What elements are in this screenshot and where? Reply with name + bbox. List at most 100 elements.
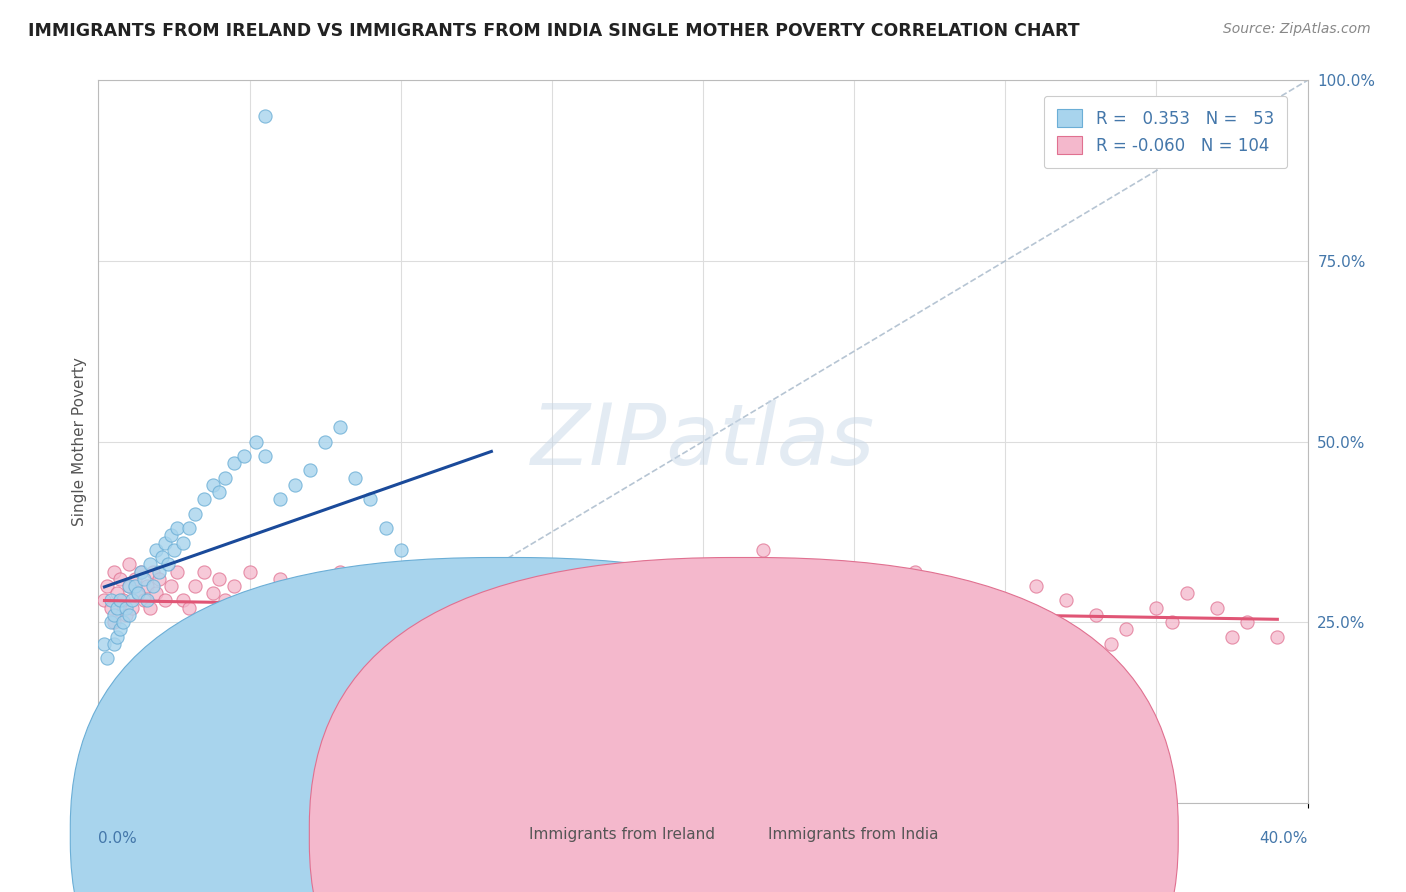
Point xyxy=(420,579,443,593)
Point xyxy=(1206,600,1229,615)
Point xyxy=(166,565,188,579)
Point xyxy=(269,572,291,586)
Point xyxy=(172,593,194,607)
Legend: R =   0.353   N =   53, R = -0.060   N = 104: R = 0.353 N = 53, R = -0.060 N = 104 xyxy=(1043,95,1286,169)
Point xyxy=(135,593,157,607)
Point xyxy=(994,600,1017,615)
Point xyxy=(224,579,246,593)
Point xyxy=(314,434,336,449)
Point xyxy=(555,623,578,637)
Point xyxy=(179,637,201,651)
Point xyxy=(118,579,141,593)
Point xyxy=(135,579,157,593)
Point xyxy=(132,572,155,586)
Point xyxy=(374,572,396,586)
Point xyxy=(129,565,152,579)
Point xyxy=(103,615,125,630)
Point xyxy=(184,507,207,521)
Point xyxy=(253,586,276,600)
Point xyxy=(481,579,503,593)
Point xyxy=(179,521,201,535)
Point xyxy=(1099,637,1122,651)
Text: ZIPatlas: ZIPatlas xyxy=(531,400,875,483)
Point xyxy=(163,542,186,557)
Point xyxy=(481,665,503,680)
Point xyxy=(150,550,173,565)
Point xyxy=(571,565,593,579)
Point xyxy=(904,565,927,579)
Point xyxy=(118,558,141,572)
Point xyxy=(374,623,396,637)
Point xyxy=(96,579,118,593)
Point xyxy=(360,492,382,507)
Point xyxy=(103,565,125,579)
Point xyxy=(193,565,215,579)
Point xyxy=(752,542,775,557)
Point xyxy=(193,492,215,507)
Point xyxy=(374,521,396,535)
Point xyxy=(965,615,987,630)
Point xyxy=(160,579,183,593)
Point xyxy=(172,535,194,549)
Point xyxy=(139,600,162,615)
Point xyxy=(1236,615,1258,630)
Point xyxy=(495,651,517,665)
Point xyxy=(344,586,367,600)
Point xyxy=(389,593,412,607)
Point xyxy=(692,579,714,593)
Point xyxy=(142,565,165,579)
Point xyxy=(299,463,322,477)
Point xyxy=(918,615,941,630)
Point xyxy=(873,586,896,600)
Point xyxy=(405,579,427,593)
Point xyxy=(1220,630,1243,644)
Point xyxy=(105,586,128,600)
Point xyxy=(540,586,562,600)
Point xyxy=(329,420,352,434)
Point xyxy=(145,586,167,600)
Point xyxy=(420,651,443,665)
Point xyxy=(253,615,276,630)
Point xyxy=(239,565,262,579)
Point xyxy=(93,637,115,651)
Point xyxy=(1054,593,1077,607)
Point xyxy=(1115,623,1137,637)
Point xyxy=(510,600,533,615)
Point xyxy=(631,615,654,630)
Point xyxy=(253,449,276,463)
Point xyxy=(214,470,236,484)
Point xyxy=(105,600,128,615)
Text: IMMIGRANTS FROM IRELAND VS IMMIGRANTS FROM INDIA SINGLE MOTHER POVERTY CORRELATI: IMMIGRANTS FROM IRELAND VS IMMIGRANTS FR… xyxy=(28,22,1080,40)
Point xyxy=(160,528,183,542)
Point xyxy=(224,456,246,470)
Point xyxy=(1267,630,1289,644)
Point xyxy=(132,593,155,607)
Point xyxy=(253,110,276,124)
Point xyxy=(118,665,141,680)
Point xyxy=(108,623,131,637)
Y-axis label: Single Mother Poverty: Single Mother Poverty xyxy=(72,357,87,526)
Point xyxy=(153,593,176,607)
Point xyxy=(314,600,336,615)
Point xyxy=(299,644,322,658)
Point xyxy=(208,572,231,586)
Point xyxy=(108,572,131,586)
Point xyxy=(148,565,170,579)
Point xyxy=(783,593,806,607)
Point xyxy=(148,572,170,586)
Point xyxy=(103,607,125,622)
Point xyxy=(676,630,699,644)
Point xyxy=(103,637,125,651)
Point xyxy=(813,579,835,593)
Text: Immigrants from Ireland: Immigrants from Ireland xyxy=(529,828,714,842)
Point xyxy=(450,565,472,579)
Point xyxy=(284,593,307,607)
Point xyxy=(616,607,638,622)
Point xyxy=(602,593,624,607)
Point xyxy=(139,558,162,572)
Point xyxy=(202,478,225,492)
Point xyxy=(465,593,488,607)
Point xyxy=(214,593,236,607)
Point xyxy=(179,600,201,615)
Point xyxy=(114,600,136,615)
